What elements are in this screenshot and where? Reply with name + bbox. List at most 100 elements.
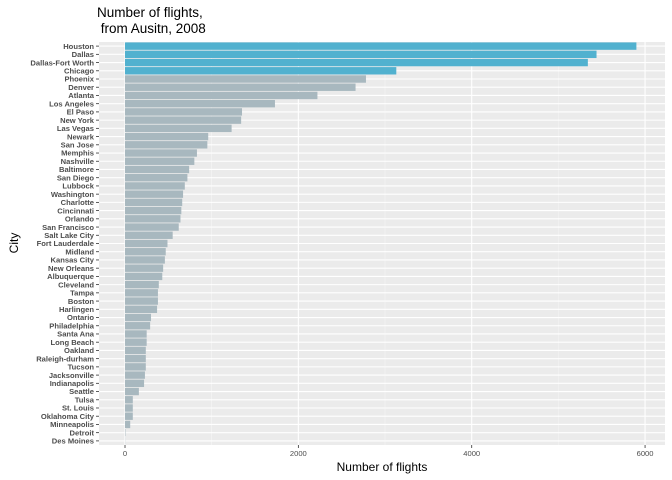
bar xyxy=(125,379,145,388)
bar xyxy=(125,231,173,239)
bar xyxy=(125,387,139,396)
y-tick-label: St. Louis xyxy=(62,404,94,413)
y-tick-label: Ontario xyxy=(67,313,94,322)
y-tick-label: Boston xyxy=(68,297,95,306)
bar xyxy=(125,256,165,264)
y-tick-label: Baltimore xyxy=(59,165,94,174)
x-axis-ticks: 0 2000 4000 6000 xyxy=(123,445,654,458)
y-tick-label: Houston xyxy=(63,42,94,51)
y-tick-label: Jacksonville xyxy=(49,371,94,380)
y-tick-label: Salt Lake City xyxy=(44,231,95,240)
bar xyxy=(125,132,209,141)
y-tick-label: Washington xyxy=(51,190,95,199)
bar xyxy=(125,239,168,248)
y-tick-label: Tampa xyxy=(70,289,95,298)
bar xyxy=(125,157,195,165)
bar xyxy=(125,272,163,281)
y-tick-label: San Francisco xyxy=(42,223,94,232)
bar xyxy=(125,91,318,100)
bar xyxy=(125,223,179,231)
y-tick-label: Cleveland xyxy=(58,280,94,289)
y-tick-label: Memphis xyxy=(61,149,94,158)
y-tick-label: Midland xyxy=(65,247,94,256)
bar xyxy=(125,108,243,116)
bar xyxy=(125,346,146,355)
y-tick-label: Santa Ana xyxy=(57,330,95,339)
bar xyxy=(125,363,146,371)
bar xyxy=(125,404,133,412)
bar xyxy=(125,215,181,223)
y-tick-label: Kansas City xyxy=(51,256,95,265)
bar xyxy=(125,330,147,338)
y-tick-label: Lubbock xyxy=(62,182,94,191)
y-axis-title: City xyxy=(7,233,21,254)
y-tick-label: Phoenix xyxy=(64,75,94,84)
bar xyxy=(125,58,588,67)
bar xyxy=(125,420,131,429)
x-tick-label: 4000 xyxy=(463,449,480,458)
bar xyxy=(125,354,146,363)
x-tick-label: 2000 xyxy=(290,449,307,458)
bar xyxy=(125,182,185,190)
y-tick-label: Dallas xyxy=(72,50,94,59)
y-tick-label: Tucson xyxy=(68,363,95,372)
y-tick-label: Minneapolis xyxy=(50,420,94,429)
bar xyxy=(125,174,188,182)
y-tick-label: El Paso xyxy=(67,108,95,117)
y-tick-label: San Jose xyxy=(61,141,94,150)
bar xyxy=(125,412,133,420)
chart-title-line1: Number of flights, xyxy=(97,5,203,20)
bar xyxy=(125,338,147,346)
y-tick-label: Charlotte xyxy=(61,198,94,207)
bar xyxy=(125,248,166,256)
y-tick-label: Harlingen xyxy=(59,305,94,314)
bar xyxy=(125,50,597,59)
y-tick-label: Atlanta xyxy=(68,91,95,100)
bar xyxy=(125,99,275,108)
bar xyxy=(125,124,232,133)
bar xyxy=(125,322,151,330)
y-tick-label: Tulsa xyxy=(75,395,95,404)
bar xyxy=(125,67,397,75)
bar xyxy=(125,75,366,83)
bar xyxy=(125,289,158,297)
y-tick-label: Oakland xyxy=(64,346,94,355)
y-tick-label: Albuquerque xyxy=(47,272,94,281)
y-tick-label: Nashville xyxy=(61,157,94,166)
chart-title-line2: from Ausitn, 2008 xyxy=(97,21,206,36)
y-tick-label: Chicago xyxy=(64,66,94,75)
bar xyxy=(125,396,133,404)
y-tick-label: Raleigh-durham xyxy=(36,354,94,363)
bar xyxy=(125,198,183,207)
bar xyxy=(125,116,242,124)
y-tick-label: New York xyxy=(60,116,95,125)
y-tick-label: Cincinnati xyxy=(57,206,94,215)
bar xyxy=(125,313,152,322)
y-tick-label: New Orleans xyxy=(48,264,94,273)
y-tick-label: Long Beach xyxy=(51,338,95,347)
y-tick-label: San Diego xyxy=(57,173,94,182)
x-tick-label: 6000 xyxy=(637,449,654,458)
x-axis-title: Number of flights xyxy=(337,460,428,474)
bars xyxy=(125,42,637,445)
bar xyxy=(125,206,182,215)
y-tick-label: Las Vegas xyxy=(57,124,94,133)
bar xyxy=(125,149,197,157)
y-tick-label: Philadelphia xyxy=(49,321,95,330)
bar xyxy=(125,297,158,305)
bar xyxy=(125,305,158,313)
y-tick-label: Los Angeles xyxy=(49,99,94,108)
y-tick-label: Seattle xyxy=(69,387,94,396)
y-tick-label: Dallas-Fort Worth xyxy=(30,58,94,67)
bar xyxy=(125,264,164,272)
bar xyxy=(125,42,637,50)
y-tick-label: Detroit xyxy=(70,428,95,437)
bar xyxy=(125,371,145,379)
bar xyxy=(125,280,159,289)
y-tick-label: Indianapolis xyxy=(50,379,94,388)
bar xyxy=(125,165,190,174)
y-tick-label: Newark xyxy=(67,132,95,141)
bar xyxy=(125,190,184,198)
